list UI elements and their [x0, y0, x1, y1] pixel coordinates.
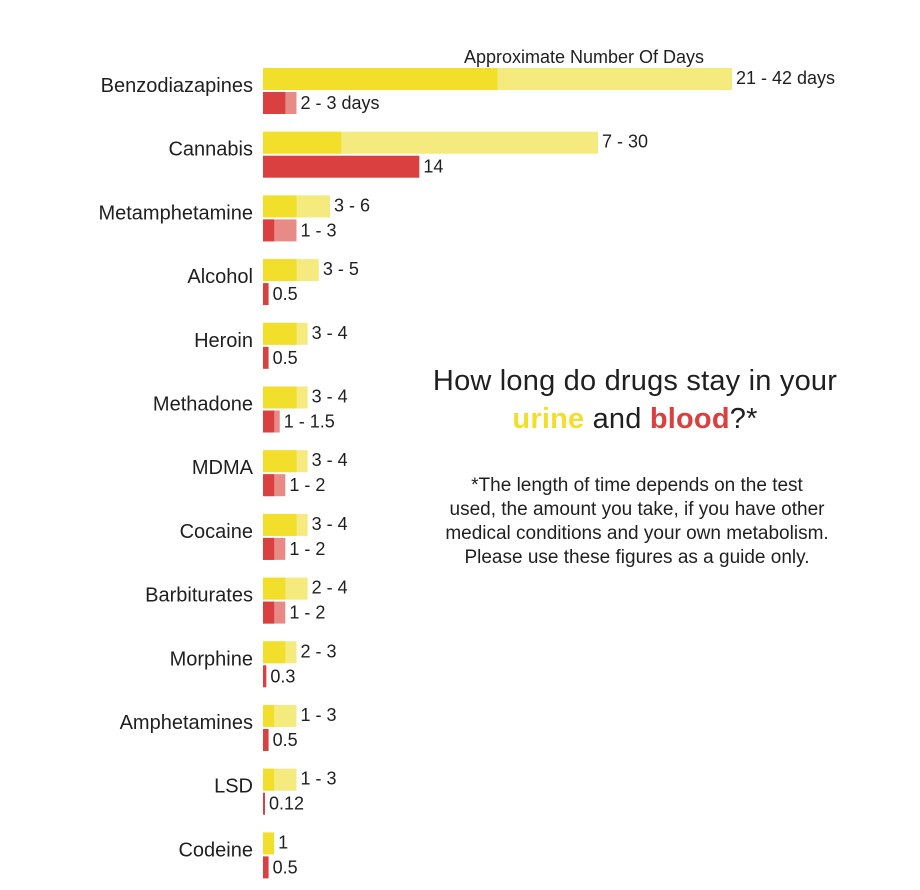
- blood-min-bar: [263, 729, 269, 751]
- footnote: *The length of time depends on the test …: [392, 474, 882, 570]
- blood-min-bar: [263, 474, 275, 497]
- urine-range-bar: [263, 131, 598, 154]
- urine-min-bar: [263, 322, 297, 345]
- category-label: MDMA: [192, 457, 254, 479]
- urine-value-label: 3 - 4: [312, 323, 348, 343]
- infographic-heading: How long do drugs stay in your urine and…: [380, 362, 890, 438]
- urine-value-label: 3 - 6: [334, 195, 370, 215]
- urine-min-bar: [263, 768, 275, 791]
- category-label: Cannabis: [168, 139, 253, 161]
- footnote-line: medical conditions and your own metaboli…: [445, 523, 829, 544]
- urine-min-bar: [263, 259, 297, 282]
- blood-value-label: 2 - 3 days: [301, 93, 380, 113]
- urine-min-bar: [263, 705, 275, 727]
- urine-value-label: 3 - 5: [323, 259, 359, 279]
- heading-line-1: How long do drugs stay in your: [432, 365, 838, 397]
- category-label: LSD: [214, 776, 253, 798]
- blood-min-bar: [263, 155, 420, 178]
- category-label: Morphine: [170, 648, 253, 670]
- footnote-line: Please use these figures as a guide only…: [464, 547, 810, 568]
- blood-value-label: 0.12: [269, 794, 304, 814]
- blood-min-bar: [263, 92, 286, 114]
- urine-min-bar: [263, 832, 275, 855]
- footnote-line: *The length of time depends on the test: [471, 475, 803, 496]
- blood-min-bar: [263, 346, 269, 369]
- blood-value-label: 0.5: [273, 857, 298, 877]
- blood-min-bar: [263, 856, 269, 879]
- category-label: Methadone: [153, 394, 253, 416]
- category-label: Metamphetamine: [98, 202, 253, 224]
- category-label: Benzodiazapines: [101, 75, 253, 97]
- urine-value-label: 3 - 4: [312, 514, 348, 534]
- heading-blood-word: blood: [649, 403, 730, 435]
- blood-value-label: 0.5: [273, 284, 298, 304]
- heading-suffix: ?*: [729, 403, 758, 435]
- blood-value-label: 0.5: [273, 348, 298, 368]
- urine-min-bar: [263, 577, 286, 600]
- blood-value-label: 0.5: [273, 730, 298, 750]
- urine-min-bar: [263, 195, 297, 218]
- blood-value-label: 14: [423, 157, 443, 177]
- heading-line-2: urine and blood?*: [380, 400, 890, 438]
- heading-and-word: and: [584, 403, 650, 435]
- blood-value-label: 1 - 2: [289, 539, 325, 559]
- blood-value-label: 1 - 3: [301, 220, 337, 240]
- category-label: Heroin: [194, 330, 253, 352]
- blood-min-bar: [263, 601, 275, 624]
- urine-min-bar: [263, 386, 297, 409]
- urine-value-label: 1 - 3: [301, 769, 337, 789]
- blood-value-label: 0.3: [270, 666, 295, 686]
- urine-value-label: 1 - 3: [301, 705, 337, 725]
- footnote-line: used, the amount you take, if you have o…: [449, 499, 825, 520]
- blood-value-label: 1 - 1.5: [284, 412, 335, 432]
- category-label: Codeine: [178, 839, 253, 861]
- urine-value-label: 2 - 3: [301, 641, 337, 661]
- urine-min-bar: [263, 641, 286, 664]
- urine-value-label: 7 - 30: [602, 132, 648, 152]
- category-label: Cocaine: [180, 521, 253, 543]
- category-label: Alcohol: [187, 266, 253, 288]
- blood-value-label: 1 - 2: [289, 475, 325, 495]
- urine-value-label: 3 - 4: [312, 387, 348, 407]
- blood-min-bar: [263, 283, 269, 306]
- urine-value-label: 2 - 4: [312, 578, 348, 598]
- urine-min-bar: [263, 131, 342, 154]
- heading-urine-word: urine: [512, 403, 585, 435]
- urine-value-label: 1: [278, 832, 288, 852]
- x-axis-title: Approximate Number Of Days: [464, 47, 704, 67]
- urine-min-bar: [263, 450, 297, 473]
- urine-min-bar: [263, 513, 297, 536]
- urine-value-label: 21 - 42 days: [736, 68, 835, 88]
- urine-min-bar: [263, 68, 498, 90]
- blood-min-bar: [263, 792, 265, 815]
- blood-min-bar: [263, 537, 275, 560]
- blood-min-bar: [263, 410, 275, 433]
- category-label: Amphetamines: [120, 712, 253, 734]
- blood-min-bar: [263, 219, 275, 242]
- category-label: Barbiturates: [145, 585, 253, 607]
- urine-value-label: 3 - 4: [312, 450, 348, 470]
- blood-value-label: 1 - 2: [289, 603, 325, 623]
- blood-min-bar: [263, 665, 267, 688]
